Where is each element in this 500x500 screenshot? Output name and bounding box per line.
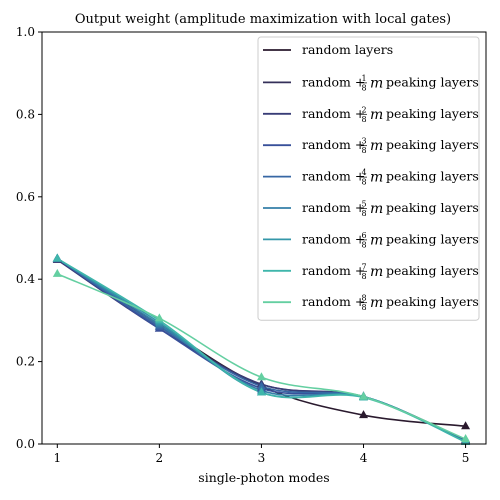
legend-m-symbol: m xyxy=(370,201,383,217)
x-tick-label: 3 xyxy=(258,451,266,465)
x-tick-label: 1 xyxy=(53,451,61,465)
legend-fraction-denominator: 8 xyxy=(361,272,366,281)
series-8-point-1 xyxy=(154,313,164,322)
x-tick-label: 4 xyxy=(360,451,368,465)
x-axis-label: single-photon modes xyxy=(198,470,329,485)
legend-m-symbol: m xyxy=(370,107,383,123)
legend-label-suffix: peaking layers xyxy=(386,74,479,89)
x-axis: 1 2 3 4 5 xyxy=(53,444,469,465)
legend-fraction-numerator: 1 xyxy=(361,74,366,83)
legend-fraction-denominator: 8 xyxy=(361,83,366,92)
series-0-point-3 xyxy=(359,410,369,419)
legend-entry-8: random +88 m peaking layers xyxy=(263,294,479,312)
legend-box xyxy=(257,36,480,321)
legend-fraction-numerator: 7 xyxy=(361,262,366,271)
legend-entry-2: random +28 m peaking layers xyxy=(263,105,479,124)
plot-frame xyxy=(41,31,487,445)
legend-entry-6: random +68 m peaking layers xyxy=(263,231,479,249)
legend-label-suffix: peaking layers xyxy=(386,106,479,121)
legend-label-prefix: random + xyxy=(302,231,365,246)
legend-m-symbol: m xyxy=(370,232,383,248)
legend-label-suffix: peaking layers xyxy=(386,294,479,309)
legend-label-prefix: random + xyxy=(302,74,365,89)
legend-fraction-denominator: 8 xyxy=(361,303,366,312)
series-0-point-4 xyxy=(461,421,471,430)
legend-fraction-denominator: 8 xyxy=(361,240,366,249)
legend-entry-3: random +38 m peaking layers xyxy=(263,137,479,155)
y-tick-label: 0.2 xyxy=(16,355,35,369)
legend-m-symbol: m xyxy=(370,75,383,91)
legend-label-suffix: peaking layers xyxy=(386,263,479,278)
legend-m-symbol: m xyxy=(370,264,383,280)
legend-fraction-denominator: 8 xyxy=(361,178,366,187)
legend-entry-5: random +58 m peaking layers xyxy=(263,200,479,218)
legend-label-prefix: random + xyxy=(302,106,365,121)
series-7-point-2 xyxy=(256,387,266,396)
legend-fraction-denominator: 8 xyxy=(361,209,366,218)
y-tick-label: 1.0 xyxy=(16,25,35,39)
legend-entry-4: random +48 m peaking layers xyxy=(263,168,479,187)
legend-fraction-denominator: 8 xyxy=(361,115,366,124)
legend-fraction-numerator: 8 xyxy=(361,294,366,303)
legend-entry-0: random layers xyxy=(263,42,393,57)
y-tick-label: 0.6 xyxy=(16,190,35,204)
series-4-point-2 xyxy=(256,381,266,390)
legend-label-suffix: peaking layers xyxy=(386,137,479,152)
legend-label-suffix: peaking layers xyxy=(386,200,479,215)
legend-label-prefix: random + xyxy=(302,263,365,278)
y-axis: 0.0 0.2 0.4 0.6 0.8 1.0 xyxy=(16,25,42,451)
series-8-point-2 xyxy=(256,372,266,381)
legend-m-symbol: m xyxy=(370,295,383,311)
legend-label-prefix: random + xyxy=(302,294,365,309)
legend-label-prefix: random + xyxy=(302,169,365,184)
legend-fraction-numerator: 6 xyxy=(361,231,366,240)
legend-entry-7: random +78 m peaking layers xyxy=(263,262,479,281)
y-tick-label: 0.4 xyxy=(16,272,35,286)
legend-fraction-numerator: 2 xyxy=(361,105,366,114)
chart-title: Output weight (amplitude maximization wi… xyxy=(75,12,451,27)
series-8-point-3 xyxy=(359,391,369,400)
legend-label: random layers xyxy=(302,42,393,57)
y-tick-label: 0.0 xyxy=(16,437,35,451)
legend-fraction-numerator: 3 xyxy=(361,137,366,146)
legend-fraction-numerator: 4 xyxy=(361,168,366,177)
plot-markers xyxy=(52,253,471,445)
legend-m-symbol: m xyxy=(370,138,383,154)
legend-fraction-denominator: 8 xyxy=(361,146,366,155)
legend-label-prefix: random + xyxy=(302,200,365,215)
legend-label-prefix: random + xyxy=(302,137,365,152)
legend-label-suffix: peaking layers xyxy=(386,231,479,246)
series-8-point-4 xyxy=(461,434,471,443)
x-tick-label: 2 xyxy=(156,451,164,465)
legend-entry-1: random +18 m peaking layers xyxy=(263,74,479,92)
series-7-point-0 xyxy=(52,253,62,262)
series-8-point-0 xyxy=(52,268,62,277)
x-tick-label: 5 xyxy=(462,451,470,465)
legend-m-symbol: m xyxy=(370,170,383,186)
legend-label-suffix: peaking layers xyxy=(386,169,479,184)
y-tick-label: 0.8 xyxy=(16,107,35,121)
legend-fraction-numerator: 5 xyxy=(361,200,366,209)
